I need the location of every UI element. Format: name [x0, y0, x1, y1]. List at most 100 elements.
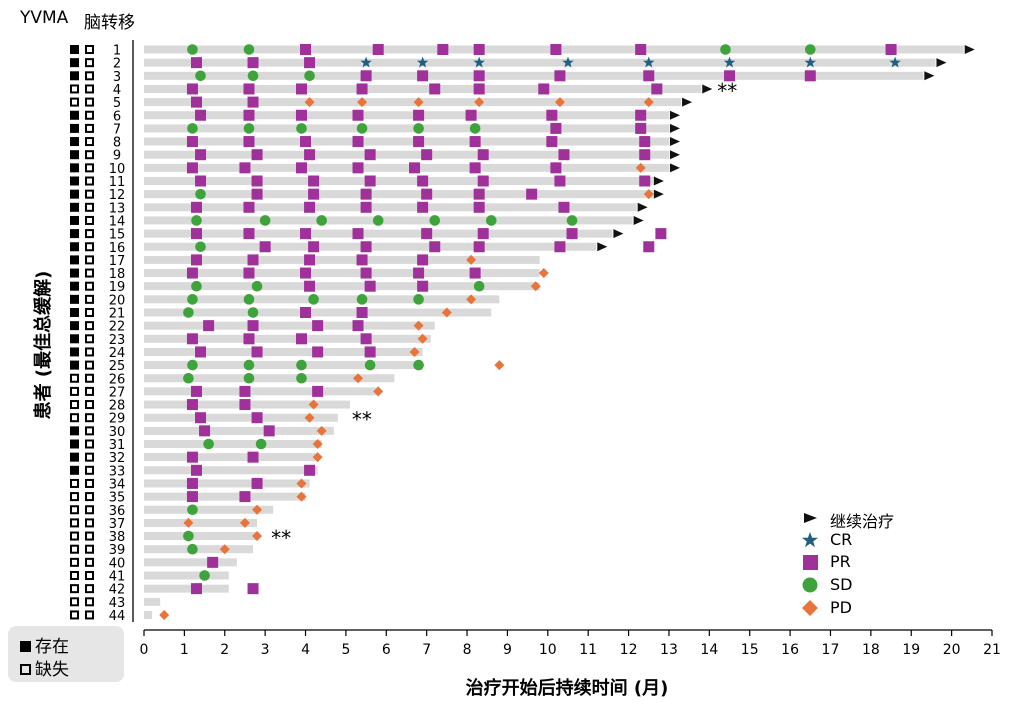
brain-status-36 [85, 505, 94, 515]
marker-19-2-sd [251, 280, 263, 292]
patient-label-25: 25 [109, 359, 126, 374]
marker-16-2-pr [259, 241, 271, 253]
marker-21-3-pr [300, 307, 312, 318]
patient-label-16: 16 [109, 241, 126, 256]
marker-26-3-sd [296, 372, 307, 384]
annotation-patient-4: ** [717, 79, 737, 103]
yvma-status-22 [70, 321, 79, 331]
marker-6-4-pr [352, 109, 364, 121]
yvma-status-28 [70, 400, 79, 410]
patient-label-34: 34 [109, 477, 126, 492]
marker-27-4-pd [373, 386, 384, 397]
bar-patient-39 [144, 545, 254, 554]
marker-10-3-pr [295, 162, 307, 174]
marker-4-1-pr [186, 83, 198, 95]
bar-patient-30 [144, 426, 334, 435]
marker-2-10-cr [804, 56, 816, 68]
yvma-status-10 [70, 163, 79, 173]
x-tick-label-13: 13 [660, 642, 678, 658]
patient-label-23: 23 [109, 333, 126, 348]
marker-14-6-sd [485, 215, 497, 226]
marker-21-5-pd [441, 307, 452, 318]
marker-30-3-pd [316, 425, 327, 436]
marker-20-3-sd [308, 294, 319, 305]
marker-6-1-pr [195, 109, 207, 121]
diamond-icon [802, 600, 818, 616]
bar-patient-7 [144, 124, 669, 133]
marker-11-7-pr [554, 175, 566, 187]
brain-status-1 [85, 45, 94, 54]
marker-36-2-pd [252, 504, 263, 515]
marker-25-6-pd [494, 360, 505, 371]
marker-7-4-sd [356, 123, 368, 134]
annotation-patient-38: ** [271, 526, 291, 550]
brain-status-2 [85, 58, 94, 68]
bar-patient-44 [144, 610, 153, 619]
marker-1-6-pr [473, 44, 485, 55]
brain-status-10 [85, 163, 94, 173]
bar-patient-40 [144, 558, 237, 567]
marker-9-7-pr [558, 149, 570, 161]
marker-24-4-pr [364, 346, 376, 358]
bar-patient-4 [144, 84, 702, 93]
yvma-status-39 [70, 544, 79, 554]
marker-29-1-pr [195, 412, 207, 424]
marker-26-2-sd [243, 372, 255, 384]
marker-14-7-sd [566, 215, 578, 226]
arrow-patient-16 [597, 242, 608, 252]
marker-1-3-pr [300, 44, 312, 55]
marker-23-4-pr [360, 333, 372, 345]
bar-patient-17 [144, 255, 540, 264]
brain-status-27 [85, 386, 94, 396]
marker-31-3-pd [312, 439, 323, 449]
y-axis-label: 患者 (最佳总缓解) [33, 270, 54, 420]
x-tick-label-17: 17 [822, 642, 840, 658]
marker-19-4-pr [364, 280, 376, 292]
bar-patient-34 [144, 479, 310, 488]
marker-6-2-pr [243, 109, 255, 121]
marker-16-6-pr [473, 241, 485, 253]
empty-square-icon [20, 664, 31, 675]
x-tick-label-7: 7 [422, 642, 431, 658]
patient-label-43: 43 [109, 596, 126, 611]
yvma-status-9 [70, 150, 79, 160]
marker-11-1-pr [195, 175, 207, 187]
marker-42-1-pr [190, 583, 202, 595]
marker-10-5-pr [409, 162, 421, 174]
bar-patient-5 [144, 98, 682, 107]
yvma-status-42 [70, 584, 79, 594]
bar-patient-38 [144, 532, 258, 541]
marker-5-7-pd [554, 97, 565, 108]
yvma-status-13 [70, 202, 79, 212]
patient-label-41: 41 [109, 570, 126, 585]
arrow-icon [804, 513, 817, 523]
brain-status-5 [85, 97, 94, 107]
marker-34-1-pr [186, 477, 198, 489]
marker-27-3-pr [312, 385, 324, 397]
marker-31-1-sd [203, 438, 214, 450]
arrow-patient-5 [682, 97, 693, 107]
marker-10-2-pr [239, 162, 251, 174]
marker-32-2-pr [247, 451, 259, 463]
patient-label-3: 3 [113, 70, 121, 85]
marker-28-3-pd [308, 399, 319, 410]
marker-25-4-sd [364, 359, 376, 371]
bar-patient-3 [144, 71, 924, 80]
yvma-status-27 [70, 386, 79, 396]
marker-23-3-pr [295, 333, 307, 345]
marker-25-3-sd [296, 359, 307, 371]
brain-status-6 [85, 110, 94, 120]
x-tick-label-11: 11 [579, 642, 597, 658]
marker-16-3-pr [308, 241, 320, 253]
x-tick-label-8: 8 [463, 642, 472, 658]
marker-13-3-pr [304, 201, 316, 213]
yvma-status-32 [70, 452, 79, 462]
marker-18-7-pd [538, 268, 549, 279]
bar-patient-14 [144, 216, 633, 225]
marker-3-6-pr [473, 70, 485, 82]
x-tick-label-15: 15 [741, 642, 759, 658]
marker-2-5-cr [416, 56, 429, 68]
brain-status-29 [85, 413, 94, 423]
marker-12-7-pr [526, 188, 538, 200]
marker-32-1-pr [186, 451, 198, 463]
